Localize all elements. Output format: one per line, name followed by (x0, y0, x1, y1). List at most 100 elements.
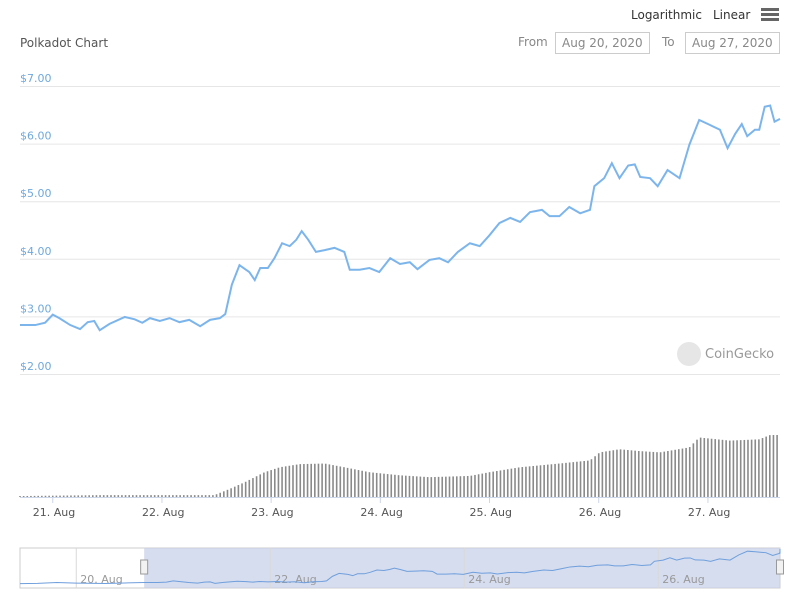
volume-bar (721, 439, 724, 497)
volume-bar (434, 476, 436, 497)
volume-bar (685, 447, 687, 497)
volume-bar (423, 476, 425, 497)
volume-bar (386, 474, 389, 497)
volume-bar (543, 464, 545, 497)
volume-bar (277, 467, 280, 497)
volume-bar (525, 466, 527, 497)
volume-bar (55, 495, 58, 497)
volume-bar (557, 463, 560, 497)
volume-bar (383, 473, 385, 497)
volume-bar (401, 475, 403, 497)
volume-bar (394, 474, 396, 497)
navigator-handle-right[interactable] (776, 559, 784, 575)
volume-bar (674, 449, 676, 497)
volume-bar (452, 476, 454, 497)
volume-bar (736, 440, 738, 497)
volume-bar (605, 451, 607, 497)
volume-bar (212, 495, 214, 497)
volume-bar (430, 477, 433, 497)
volume-bar (19, 496, 21, 497)
to-label: To (662, 35, 675, 49)
volume-bar (485, 472, 487, 497)
x-tick-label: 22. Aug (142, 506, 184, 519)
logarithmic-button[interactable]: Logarithmic (631, 8, 702, 22)
volume-bar (263, 472, 265, 497)
volume-bar (769, 435, 771, 497)
navigator-handle-left[interactable] (140, 559, 149, 575)
volume-bar (696, 439, 698, 497)
volume-bar (656, 452, 658, 497)
volume-bar (350, 468, 353, 497)
volume-bar (372, 472, 374, 497)
volume-bar (182, 495, 185, 497)
volume-bar (659, 452, 662, 497)
volume-bar (765, 436, 767, 497)
volume-bar (739, 440, 742, 497)
volume-bar (161, 495, 163, 497)
volume-bar (77, 495, 80, 497)
volume-bar (339, 466, 342, 497)
volume-bar (663, 451, 666, 497)
volume-bar (33, 495, 36, 497)
volume-bar (41, 495, 43, 497)
volume-bar (175, 495, 178, 497)
volume-bar (266, 471, 269, 497)
volume-bar (66, 495, 69, 497)
volume-bar (597, 453, 600, 497)
volume-bar (208, 495, 211, 497)
volume-bar (481, 473, 484, 497)
volume-bar (754, 439, 757, 497)
volume-bar (157, 495, 160, 497)
volume-bar (645, 451, 647, 497)
navigator-selection[interactable] (144, 548, 780, 588)
volume-bar (554, 463, 556, 497)
volume-bar (113, 495, 116, 497)
volume-bar (565, 462, 567, 497)
volume-bar (630, 450, 633, 497)
x-tick-label: 24. Aug (360, 506, 402, 519)
volume-bar (368, 472, 371, 497)
volume-bar (379, 473, 382, 497)
volume-bar (536, 465, 538, 497)
volume-bar (237, 485, 240, 497)
volume-bar (357, 470, 360, 497)
volume-bar (670, 450, 673, 497)
volume-bar (73, 495, 76, 497)
linear-button[interactable]: Linear (713, 8, 751, 22)
volume-bar (121, 495, 123, 497)
volume-bar (244, 481, 247, 497)
volume-bar (474, 474, 476, 497)
volume-bar (110, 495, 112, 497)
volume-bar (692, 443, 695, 497)
coingecko-watermark: CoinGecko (677, 342, 774, 366)
navigator-tick-label: 26. Aug (662, 573, 704, 586)
volume-bar (521, 467, 524, 497)
volume-bar (641, 451, 644, 497)
hamburger-menu-icon[interactable] (761, 8, 779, 22)
volume-bar (164, 495, 167, 497)
navigator-line (19, 548, 781, 585)
volume-bar (139, 495, 141, 497)
y-tick-label: $7.00 (20, 72, 52, 85)
volume-bar (102, 495, 105, 497)
volume-bar (259, 474, 262, 497)
volume-bar (226, 489, 229, 497)
volume-bar (375, 472, 378, 497)
from-date-input[interactable]: Aug 20, 2020 (555, 32, 650, 54)
volume-bar (88, 495, 90, 497)
volume-bar (142, 495, 145, 497)
volume-bar (99, 495, 101, 497)
to-date-input[interactable]: Aug 27, 2020 (685, 32, 780, 54)
volume-bar (408, 475, 411, 497)
volume-bar (572, 462, 575, 497)
volume-bar (445, 476, 447, 497)
volume-bar (132, 495, 134, 497)
volume-bar (168, 495, 171, 497)
volume-bar (503, 469, 505, 497)
volume-bar (496, 471, 498, 497)
volume-bar (59, 495, 61, 497)
navigator-tick-label: 22. Aug (274, 573, 316, 586)
volume-bar (30, 495, 32, 497)
volume-bar (667, 451, 669, 497)
